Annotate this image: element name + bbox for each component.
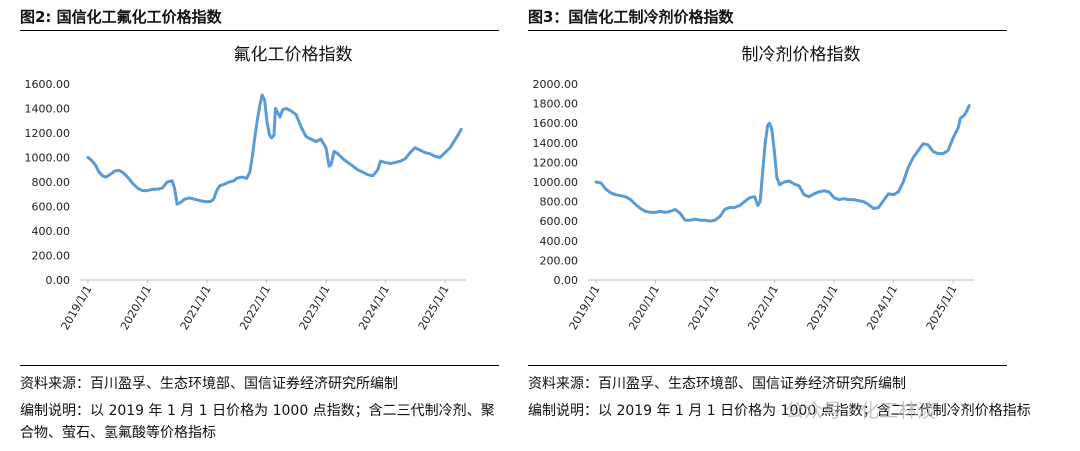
figure-panel-fluorochem: 图2: 国信化工氟化工价格指数 氟化工价格指数 0.00 200.00 400.00 6… — [14, 0, 499, 451]
x-tick-label: 2023/1/1 — [297, 283, 333, 332]
series-line — [86, 93, 463, 206]
y-tick-label: 2000.00 — [533, 78, 579, 91]
chart-title: 制冷剂价格指数 — [742, 45, 861, 65]
top-rule — [528, 30, 1007, 31]
y-tick-label: 600.00 — [32, 201, 71, 214]
x-tick-label: 2019/1/1 — [567, 283, 603, 332]
figure-label: 图3：国信化工制冷剂价格指数 — [528, 8, 734, 26]
y-tick-label: 1000.00 — [25, 152, 71, 165]
x-tick-label: 2025/1/1 — [416, 283, 452, 332]
figure-panel-refrigerant: 图3：国信化工制冷剂价格指数 制冷剂价格指数 0.00 200.00 400.00 60… — [522, 0, 1031, 451]
x-tick-label: 2023/1/1 — [805, 283, 841, 332]
chart-title: 氟化工价格指数 — [234, 45, 353, 65]
y-tick-label: 600.00 — [540, 215, 579, 228]
y-tick-label: 1200.00 — [533, 156, 579, 169]
y-tick-label: 400.00 — [32, 225, 71, 238]
x-tick-label: 2022/1/1 — [745, 283, 781, 332]
x-tick-label: 2022/1/1 — [237, 283, 273, 332]
x-tick-label: 2021/1/1 — [686, 283, 722, 332]
y-tick-label: 1600.00 — [25, 78, 71, 91]
y-tick-label: 0.00 — [554, 274, 579, 287]
chart-refrigerant-price-index: 制冷剂价格指数 0.00 200.00 400.00 600.00 800.00 1000.… — [533, 45, 974, 332]
methodology-note: 编制说明：以 2019 年 1 月 1 日价格为 1000 点指数；含二三代制冷… — [528, 403, 1031, 419]
source-note: 资料来源：百川盈孚、生态环境部、国信证券经济研究所编制 — [20, 376, 398, 392]
y-tick-label: 200.00 — [540, 254, 579, 267]
watermark: 公众号 · 化工林淡 — [785, 400, 937, 422]
figure-label: 图2: 国信化工氟化工价格指数 — [20, 8, 222, 26]
bottom-rule — [528, 365, 1007, 366]
x-tick-label: 2021/1/1 — [178, 283, 214, 332]
source-note: 资料来源：百川盈孚、生态环境部、国信证券经济研究所编制 — [528, 376, 906, 392]
y-tick-label: 1800.00 — [533, 98, 579, 111]
top-rule — [20, 30, 499, 31]
x-tick-label: 2024/1/1 — [356, 283, 392, 332]
methodology-note: 编制说明：以 2019 年 1 月 1 日价格为 1000 点指数；含二三代制冷… — [20, 403, 495, 441]
y-tick-label: 800.00 — [540, 196, 579, 209]
x-tick-label: 2020/1/1 — [626, 283, 662, 332]
y-tick-label: 1600.00 — [533, 117, 579, 130]
x-tick-label: 2024/1/1 — [864, 283, 900, 332]
y-tick-label: 1200.00 — [25, 127, 71, 140]
series-line — [594, 104, 971, 223]
x-tick-label: 2019/1/1 — [59, 283, 95, 332]
bottom-rule — [20, 365, 499, 366]
y-tick-label: 800.00 — [32, 176, 71, 189]
x-tick-label: 2020/1/1 — [118, 283, 154, 332]
y-tick-label: 400.00 — [540, 235, 579, 248]
y-tick-label: 200.00 — [32, 250, 71, 263]
y-tick-label: 0.00 — [46, 274, 71, 287]
y-tick-label: 1400.00 — [25, 103, 71, 116]
y-tick-label: 1400.00 — [533, 137, 579, 150]
y-tick-label: 1000.00 — [533, 176, 579, 189]
chart-fluorochem-price-index: 氟化工价格指数 0.00 200.00 400.00 600.00 800.00 1000.… — [25, 45, 466, 332]
x-tick-label: 2025/1/1 — [924, 283, 960, 332]
